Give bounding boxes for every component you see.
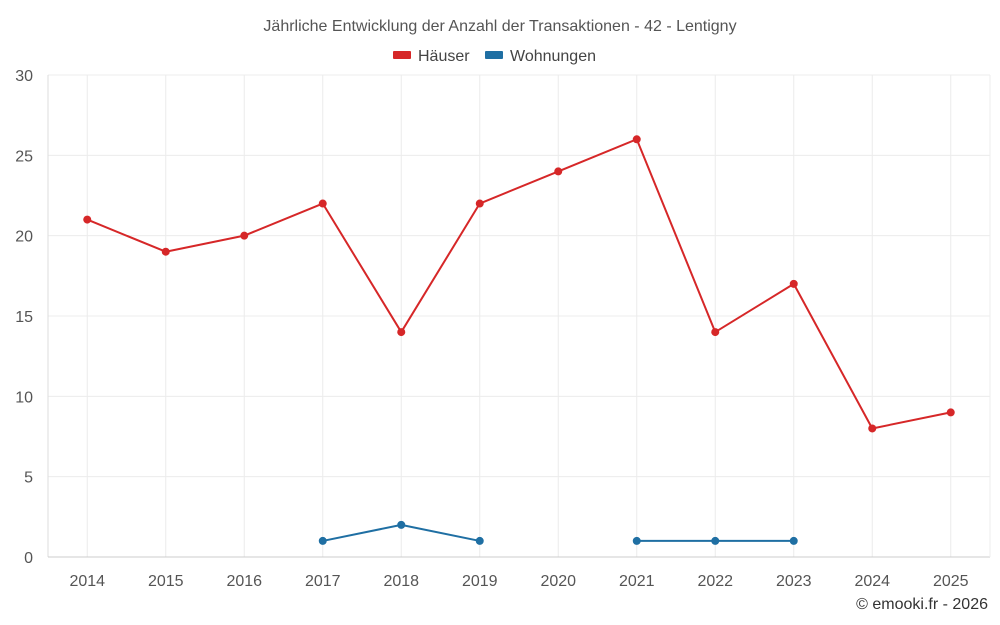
data-point-wohnungen[interactable] [789,536,798,545]
x-tick-label: 2025 [933,573,969,590]
x-tick-label: 2014 [69,573,105,590]
data-point-h-user[interactable] [632,135,641,144]
legend-label: Häuser [418,48,470,65]
data-point-h-user[interactable] [83,215,92,224]
legend-swatch [485,51,503,59]
y-tick-label: 20 [15,229,33,246]
data-point-h-user[interactable] [711,328,720,337]
grid-lines [47,74,991,558]
data-point-h-user[interactable] [161,247,170,256]
data-point-wohnungen[interactable] [475,536,484,545]
data-point-h-user[interactable] [789,279,798,288]
data-point-h-user[interactable] [475,199,484,208]
legend: Häuser Wohnungen [393,48,596,65]
legend-item-h-user[interactable]: Häuser [393,48,470,65]
data-point-h-user[interactable] [397,328,406,337]
data-point-h-user[interactable] [868,424,877,433]
legend-label: Wohnungen [510,48,596,65]
legend-item-wohnungen[interactable]: Wohnungen [485,48,596,65]
x-tick-label: 2024 [854,573,890,590]
x-tick-label: 2022 [697,573,733,590]
data-point-h-user[interactable] [318,199,327,208]
x-tick-label: 2017 [305,573,341,590]
y-tick-label: 25 [15,148,33,165]
y-tick-label: 0 [24,550,33,567]
series-group [83,135,955,545]
data-point-h-user[interactable] [240,231,249,240]
y-tick-label: 10 [15,389,33,406]
x-axis: 2014 2015 2016 2017 2018 2019 2020 2021 2022 2023… [69,573,968,590]
x-tick-label: 2016 [226,573,262,590]
x-tick-label: 2020 [540,573,576,590]
chart-title: Jährliche Entwicklung der Anzahl der Tra… [263,18,736,35]
y-tick-label: 5 [24,470,33,487]
data-point-wohnungen[interactable] [632,536,641,545]
y-axis: 0 5 10 15 20 25 30 [15,68,33,567]
data-point-h-user[interactable] [554,167,563,176]
legend-swatch [393,51,411,59]
x-tick-label: 2015 [148,573,184,590]
data-point-wohnungen[interactable] [711,536,720,545]
x-tick-label: 2019 [462,573,498,590]
y-tick-label: 15 [15,309,33,326]
credit-text: © emooki.fr - 2026 [856,596,988,613]
y-tick-label: 30 [15,68,33,85]
data-point-wohnungen[interactable] [318,536,327,545]
x-tick-label: 2018 [383,573,419,590]
data-point-wohnungen[interactable] [397,520,406,529]
x-tick-label: 2021 [619,573,655,590]
x-tick-label: 2023 [776,573,812,590]
data-point-h-user[interactable] [946,408,955,417]
series-line-h-user [86,138,951,430]
